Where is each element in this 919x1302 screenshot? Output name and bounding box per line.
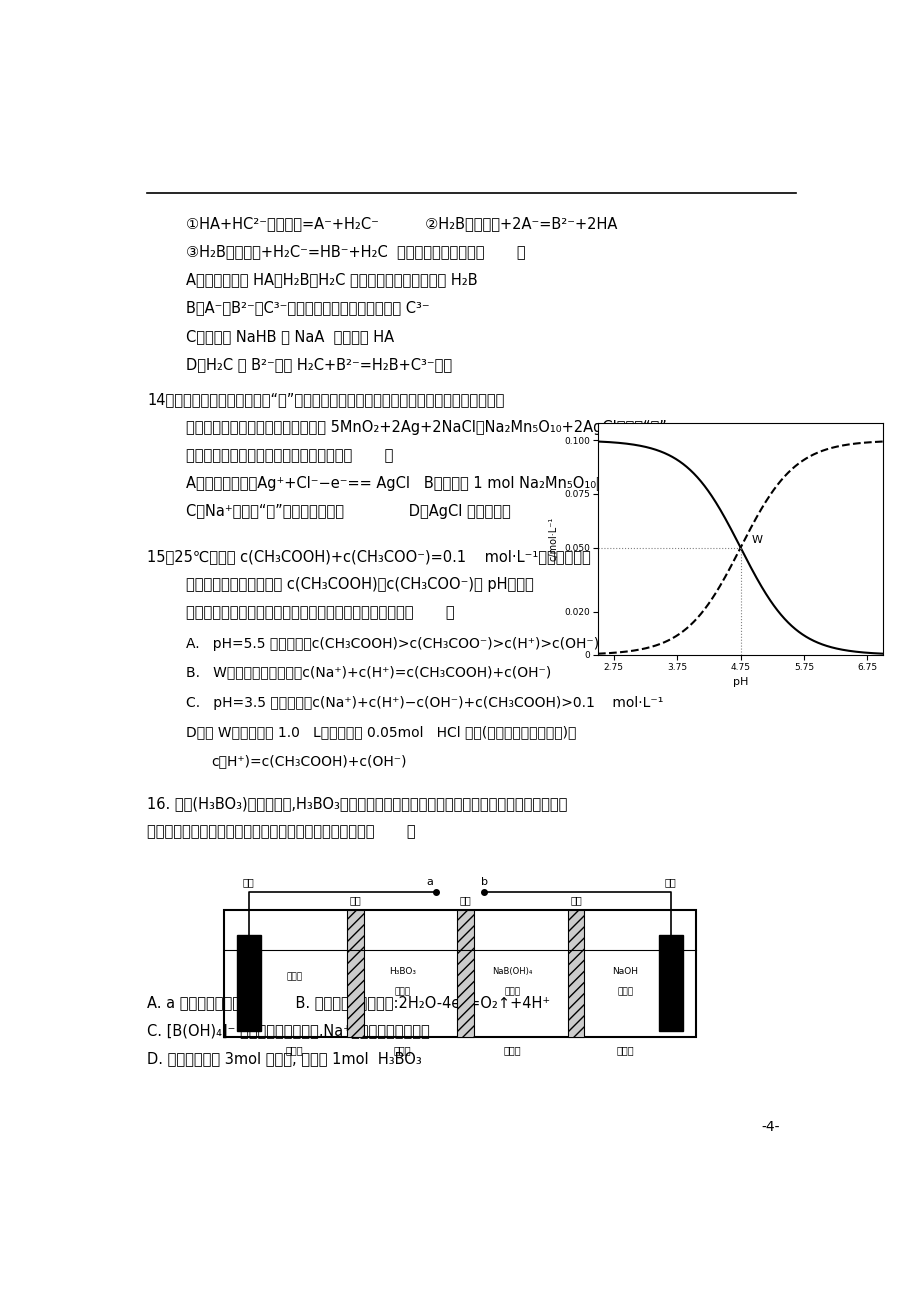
Text: 阳膜: 阳膜 <box>570 894 581 905</box>
Text: NaOH: NaOH <box>611 966 638 975</box>
Text: W: W <box>751 535 762 546</box>
Bar <box>346 910 364 1036</box>
Text: 产品室: 产品室 <box>393 1046 411 1055</box>
Text: 如图所示。下列有关溶液中离子浓度关系的叙述正确的是（       ）: 如图所示。下列有关溶液中离子浓度关系的叙述正确的是（ ） <box>186 605 454 620</box>
Text: 稀溶液: 稀溶液 <box>394 988 410 996</box>
Text: c（H⁺)=c(CH₃COOH)+c(OH⁻): c（H⁺)=c(CH₃COOH)+c(OH⁻) <box>211 754 406 768</box>
Text: 阴膜: 阴膜 <box>460 894 471 905</box>
Text: D．H₂C 与 B²⁻能按 H₂C+B²⁻=H₂B+C³⁻反应: D．H₂C 与 B²⁻能按 H₂C+B²⁻=H₂B+C³⁻反应 <box>186 357 452 372</box>
Bar <box>237 935 260 1031</box>
Text: C．能通过 NaHB 与 NaA  反应制备 HA: C．能通过 NaHB 与 NaA 反应制备 HA <box>186 328 394 344</box>
Text: 膜分别只允许阳离子、阴离子通过）。下列说法错误的是（       ）: 膜分别只允许阳离子、阴离子通过）。下列说法错误的是（ ） <box>147 824 415 838</box>
Bar <box>659 935 682 1031</box>
Bar <box>567 910 584 1036</box>
Text: 醒酸钓混合溶液，溶液中 c(CH₃COOH)、c(CH₃COO⁻)与 pH的关系: 醒酸钓混合溶液，溶液中 c(CH₃COOH)、c(CH₃COO⁻)与 pH的关系 <box>186 577 533 592</box>
Text: 原料室: 原料室 <box>503 1046 521 1055</box>
Text: C.   pH=3.5 的溶液中：c(Na⁺)+c(H⁺)−c(OH⁻)+c(CH₃COOH)>0.1    mol·L⁻¹: C. pH=3.5 的溶液中：c(Na⁺)+c(H⁺)−c(OH⁻)+c(CH₃… <box>186 695 663 710</box>
Text: NaB(OH)₄: NaB(OH)₄ <box>492 966 532 975</box>
Text: a: a <box>425 878 432 887</box>
Text: 发电，在海水中电池总反应可表示为 5MnO₂+2Ag+2NaCl＝Na₂Mn₅O₁₀+2AgCl。下列“水”: 发电，在海水中电池总反应可表示为 5MnO₂+2Ag+2NaCl＝Na₂Mn₅O… <box>186 421 666 435</box>
Text: ①HA+HC²⁻（少量）=A⁻+H₂C⁻          ②H₂B（少量）+2A⁻=B²⁻+2HA: ①HA+HC²⁻（少量）=A⁻+H₂C⁻ ②H₂B（少量）+2A⁻=B²⁻+2H… <box>186 216 617 232</box>
Text: D．向 W点所表示的 1.0   L溶液中通入 0.05mol   HCl 气体(溶液体积变化可忽略)：: D．向 W点所表示的 1.0 L溶液中通入 0.05mol HCl 气体(溶液体… <box>186 725 576 740</box>
Text: ③H₂B（少量）+H₂C⁻=HB⁻+H₂C  下列说法不正确的是（       ）: ③H₂B（少量）+H₂C⁻=HB⁻+H₂C 下列说法不正确的是（ ） <box>186 245 526 259</box>
Text: 液溶液: 液溶液 <box>504 988 520 996</box>
Text: H₃BO₃: H₃BO₃ <box>389 966 415 975</box>
Text: 电池在海水中放电时的有关说法正确的是（       ）: 电池在海水中放电时的有关说法正确的是（ ） <box>186 448 393 464</box>
Text: 稀溶液: 稀溶液 <box>617 988 632 996</box>
Text: -4-: -4- <box>761 1120 779 1134</box>
Text: 阳膜: 阳膜 <box>349 894 361 905</box>
Text: 稀硫酸: 稀硫酸 <box>287 973 302 982</box>
Text: D. 当电路中通过 3mol 电子时, 可得到 1mol  H₃BO₃: D. 当电路中通过 3mol 电子时, 可得到 1mol H₃BO₃ <box>147 1052 422 1066</box>
Text: b: b <box>481 878 487 887</box>
Text: 阴极室: 阴极室 <box>616 1046 633 1055</box>
Text: B.   W点所表示的溶液中：c(Na⁺)+c(H⁺)=c(CH₃COOH)+c(OH⁻): B. W点所表示的溶液中：c(Na⁺)+c(H⁺)=c(CH₃COOH)+c(O… <box>186 665 551 680</box>
Bar <box>224 910 696 1036</box>
X-axis label: pH: pH <box>732 677 747 687</box>
Text: 14．研究人员最近发现了一种“水”电池，这种电池能利用淡水与海水之间含盐量差别进行: 14．研究人员最近发现了一种“水”电池，这种电池能利用淡水与海水之间含盐量差别进… <box>147 392 504 406</box>
Text: 石墨: 石墨 <box>243 878 255 887</box>
Text: A．正极反应式：Ag⁺+Cl⁻−e⁻== AgCl   B．每生成 1 mol Na₂Mn₅O₁₀转移 2 mol 电子: A．正极反应式：Ag⁺+Cl⁻−e⁻== AgCl B．每生成 1 mol Na… <box>186 477 681 491</box>
Y-axis label: c/mol·L⁻¹: c/mol·L⁻¹ <box>549 517 559 561</box>
Text: 15．25℃时，有 c(CH₃COOH)+c(CH₃COO⁻)=0.1    mol·L⁻¹的一组醒酸、: 15．25℃时，有 c(CH₃COOH)+c(CH₃COO⁻)=0.1 mol·… <box>147 549 590 564</box>
Text: 阳极室: 阳极室 <box>286 1046 303 1055</box>
Text: A．相同条件下 HA、H₂B、H₂C 三种酸中，酸性最强的是 H₂B: A．相同条件下 HA、H₂B、H₂C 三种酸中，酸性最强的是 H₂B <box>186 272 477 288</box>
Text: 石墨: 石墨 <box>664 878 676 887</box>
Text: A. a 与电源的正极相连接        B. 阳极的电极反应式为:2H₂O-4e⁻=O₂↑+4H⁺: A. a 与电源的正极相连接 B. 阳极的电极反应式为:2H₂O-4e⁻=O₂↑… <box>147 995 550 1010</box>
Text: C. [B(OH)₄]⁻ 穿过阴膜进入产品室,Na⁺穿过阳膜进入阴极室: C. [B(OH)₄]⁻ 穿过阴膜进入产品室,Na⁺穿过阳膜进入阴极室 <box>147 1023 429 1039</box>
Text: B．A⁻、B²⁻、C³⁻三种离子中最易结合质子的是 C³⁻: B．A⁻、B²⁻、C³⁻三种离子中最易结合质子的是 C³⁻ <box>186 301 429 315</box>
Text: A.   pH=5.5 的溶液中：c(CH₃COOH)>c(CH₃COO⁻)>c(H⁺)>c(OH⁻): A. pH=5.5 的溶液中：c(CH₃COOH)>c(CH₃COO⁻)>c(H… <box>186 638 599 651</box>
Text: 16. 硬酸(H₃BO₃)为一元弱酸,H₃BO₃可以通过电解的方法制备。其工作原理如图所示（阳膜和阴: 16. 硬酸(H₃BO₃)为一元弱酸,H₃BO₃可以通过电解的方法制备。其工作原… <box>147 796 567 811</box>
Text: C．Na⁺不断向“水”电池的负极移动              D．AgCl 是还原产物: C．Na⁺不断向“水”电池的负极移动 D．AgCl 是还原产物 <box>186 504 510 519</box>
Bar <box>457 910 473 1036</box>
